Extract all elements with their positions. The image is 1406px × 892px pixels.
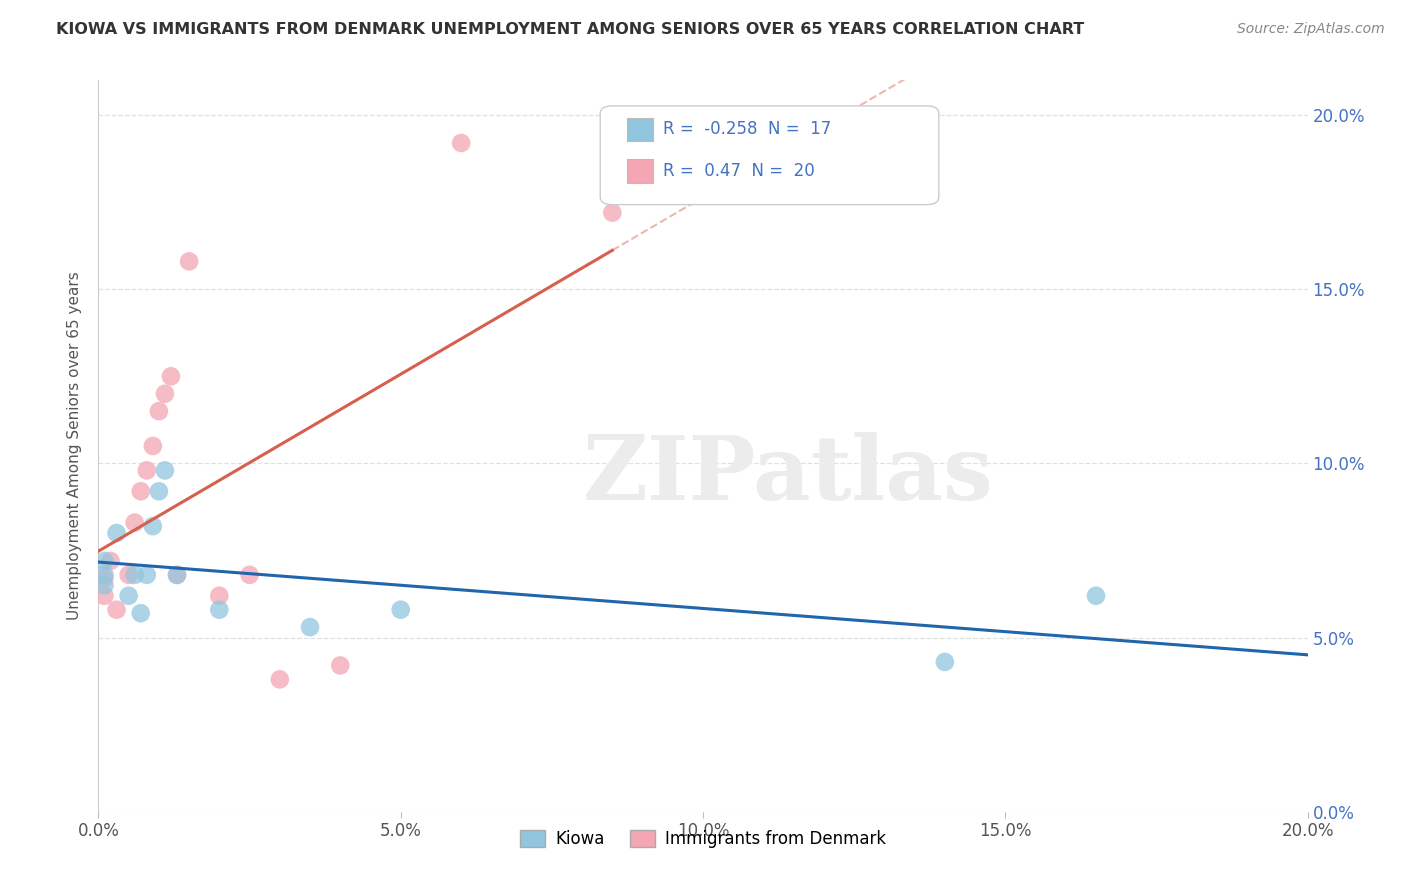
Point	[124, 567, 146, 582]
Text: R =  -0.258  N =  17: R = -0.258 N = 17	[664, 120, 831, 138]
Point	[160, 369, 183, 384]
Point	[148, 404, 170, 418]
Point	[934, 655, 956, 669]
Point	[153, 386, 176, 401]
Point	[93, 571, 115, 585]
Point	[105, 603, 128, 617]
Point	[208, 603, 231, 617]
Point	[166, 567, 188, 582]
Text: ZIPatlas: ZIPatlas	[582, 432, 993, 519]
Text: KIOWA VS IMMIGRANTS FROM DENMARK UNEMPLOYMENT AMONG SENIORS OVER 65 YEARS CORREL: KIOWA VS IMMIGRANTS FROM DENMARK UNEMPLO…	[56, 22, 1084, 37]
Point	[105, 526, 128, 541]
Point	[118, 589, 141, 603]
Point	[269, 673, 291, 687]
Point	[239, 567, 262, 582]
Text: Source: ZipAtlas.com: Source: ZipAtlas.com	[1237, 22, 1385, 37]
FancyBboxPatch shape	[627, 160, 654, 183]
Point	[93, 554, 115, 568]
Point	[118, 567, 141, 582]
Point	[208, 589, 231, 603]
Point	[93, 567, 115, 582]
Point	[135, 463, 157, 477]
Point	[129, 606, 152, 620]
Legend: Kiowa, Immigrants from Denmark: Kiowa, Immigrants from Denmark	[513, 823, 893, 855]
Point	[1085, 589, 1108, 603]
Text: R =  0.47  N =  20: R = 0.47 N = 20	[664, 162, 815, 180]
Point	[329, 658, 352, 673]
Point	[142, 439, 165, 453]
Point	[153, 463, 176, 477]
Point	[129, 484, 152, 499]
Point	[93, 589, 115, 603]
Point	[124, 516, 146, 530]
Y-axis label: Unemployment Among Seniors over 65 years: Unemployment Among Seniors over 65 years	[67, 272, 83, 620]
Point	[389, 603, 412, 617]
Point	[166, 567, 188, 582]
FancyBboxPatch shape	[627, 118, 654, 141]
Point	[602, 205, 624, 219]
Point	[93, 578, 115, 592]
Point	[450, 136, 472, 150]
Point	[142, 519, 165, 533]
Point	[148, 484, 170, 499]
FancyBboxPatch shape	[600, 106, 939, 204]
Point	[100, 554, 122, 568]
Point	[179, 254, 201, 268]
Point	[135, 567, 157, 582]
Point	[299, 620, 322, 634]
